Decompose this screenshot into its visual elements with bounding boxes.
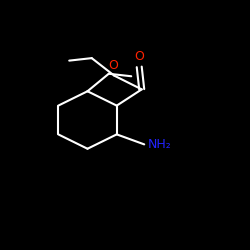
Text: O: O (134, 50, 144, 63)
Text: O: O (108, 59, 118, 72)
Text: NH₂: NH₂ (148, 138, 172, 151)
